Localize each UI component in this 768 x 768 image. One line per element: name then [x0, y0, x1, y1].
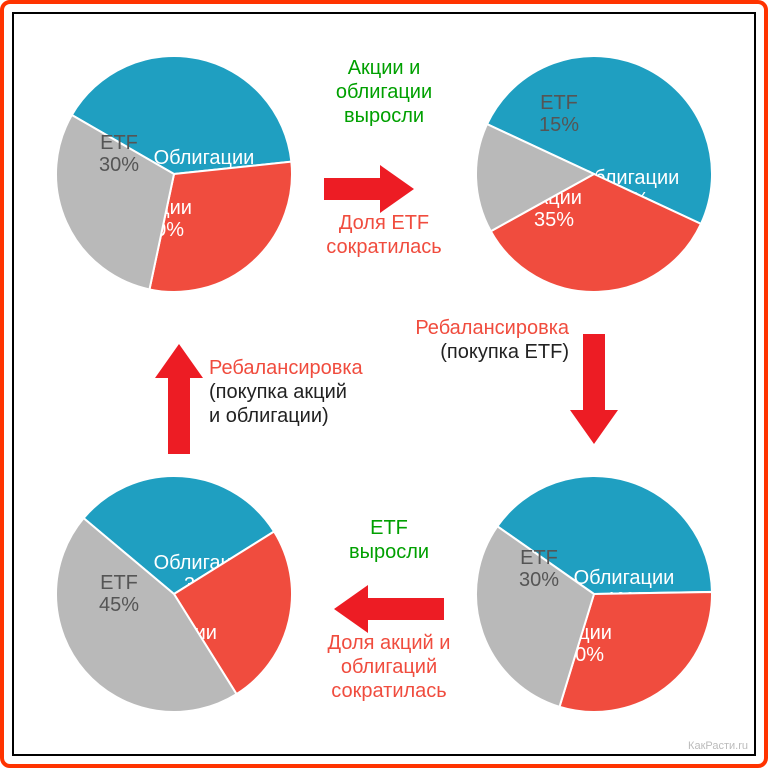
- arrow_top: [324, 165, 414, 213]
- pie-bottom_right: Облигации40%Акции30%ETF30%: [476, 476, 712, 712]
- cap_bottom_green: ETFвыросли: [349, 517, 429, 563]
- caption-line: Акции и: [348, 57, 421, 79]
- caption-line: облигаций: [341, 656, 437, 678]
- slice-label: ETF: [100, 132, 138, 154]
- caption-line: Ребалансировка: [415, 317, 570, 339]
- caption-line: облигации: [336, 81, 432, 103]
- caption-line: сократилась: [326, 236, 441, 258]
- slice-label: ETF: [540, 92, 578, 114]
- slice-pct: 30%: [519, 569, 559, 591]
- slice-label: ETF: [520, 547, 558, 569]
- cap_right: Ребалансировка(покупка ETF): [415, 317, 570, 363]
- caption-line: сократилась: [331, 680, 446, 702]
- slice-label: Облигации: [154, 147, 255, 169]
- cap_left: Ребалансировка(покупка акцийи облигации): [209, 357, 364, 427]
- diagram-canvas: Облигации40%Акции30%ETF30%Облигации50%Ак…: [14, 14, 754, 754]
- arrow_left: [155, 344, 203, 454]
- inner-frame: Облигации40%Акции30%ETF30%Облигации50%Ак…: [12, 12, 756, 756]
- cap_top_red: Доля ETFсократилась: [326, 212, 441, 258]
- caption-line: Ребалансировка: [209, 357, 364, 379]
- slice-pct: 45%: [99, 594, 139, 616]
- caption-line: (покупка акций: [209, 381, 347, 403]
- outer-frame: Облигации40%Акции30%ETF30%Облигации50%Ак…: [0, 0, 768, 768]
- arrow_bottom: [334, 585, 444, 633]
- watermark: КакРасти.ru: [688, 740, 748, 752]
- caption-line: и облигации): [209, 405, 329, 427]
- slice-pct: 15%: [539, 114, 579, 136]
- caption-line: Доля акций и: [328, 632, 451, 654]
- slice-pct: 30%: [99, 154, 139, 176]
- caption-line: выросли: [344, 105, 424, 127]
- slice-label: ETF: [100, 572, 138, 594]
- arrow_right: [570, 334, 618, 444]
- slice-pct: 35%: [534, 209, 574, 231]
- caption-line: Доля ETF: [339, 212, 429, 234]
- cap_top_green: Акции иоблигациивыросли: [336, 57, 432, 127]
- pie-top_left: Облигации40%Акции30%ETF30%: [56, 56, 292, 292]
- caption-line: (покупка ETF): [440, 341, 569, 363]
- cap_bottom_red: Доля акций иоблигацийсократилась: [328, 632, 451, 702]
- slice-label: Облигации: [574, 567, 675, 589]
- caption-line: выросли: [349, 541, 429, 563]
- caption-line: ETF: [370, 517, 408, 539]
- pie-top_right: Облигации50%Акции35%ETF15%: [476, 56, 712, 292]
- pie-bottom_left: Облигации30%Акции25%ETF45%: [56, 476, 292, 712]
